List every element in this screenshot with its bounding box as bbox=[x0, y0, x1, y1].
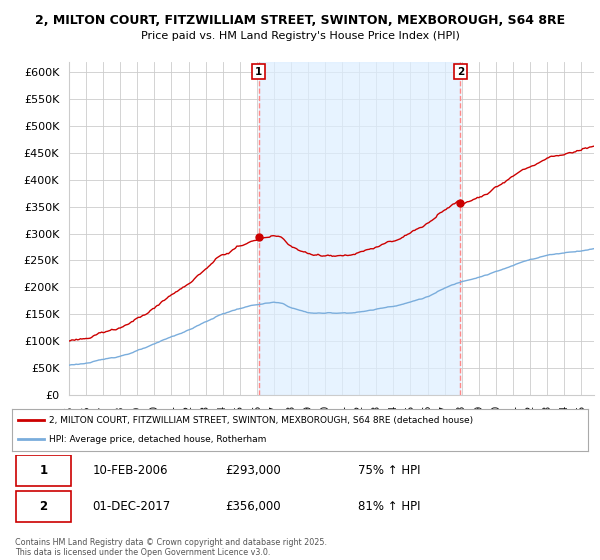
Text: 81% ↑ HPI: 81% ↑ HPI bbox=[358, 500, 420, 513]
FancyBboxPatch shape bbox=[16, 491, 71, 522]
FancyBboxPatch shape bbox=[16, 455, 71, 486]
Text: Contains HM Land Registry data © Crown copyright and database right 2025.
This d: Contains HM Land Registry data © Crown c… bbox=[15, 538, 327, 557]
Text: HPI: Average price, detached house, Rotherham: HPI: Average price, detached house, Roth… bbox=[49, 435, 267, 444]
Text: 2: 2 bbox=[457, 67, 464, 77]
Bar bbox=[259, 62, 460, 395]
Text: 10-FEB-2006: 10-FEB-2006 bbox=[92, 464, 168, 477]
Text: Price paid vs. HM Land Registry's House Price Index (HPI): Price paid vs. HM Land Registry's House … bbox=[140, 31, 460, 41]
Text: 01-DEC-2017: 01-DEC-2017 bbox=[92, 500, 171, 513]
Text: 1: 1 bbox=[40, 464, 48, 477]
Text: 2: 2 bbox=[40, 500, 48, 513]
Text: 1: 1 bbox=[255, 67, 262, 77]
Text: £293,000: £293,000 bbox=[225, 464, 281, 477]
Text: 2, MILTON COURT, FITZWILLIAM STREET, SWINTON, MEXBOROUGH, S64 8RE: 2, MILTON COURT, FITZWILLIAM STREET, SWI… bbox=[35, 14, 565, 27]
Text: 75% ↑ HPI: 75% ↑ HPI bbox=[358, 464, 420, 477]
Text: 2, MILTON COURT, FITZWILLIAM STREET, SWINTON, MEXBOROUGH, S64 8RE (detached hous: 2, MILTON COURT, FITZWILLIAM STREET, SWI… bbox=[49, 416, 473, 424]
Text: £356,000: £356,000 bbox=[225, 500, 281, 513]
